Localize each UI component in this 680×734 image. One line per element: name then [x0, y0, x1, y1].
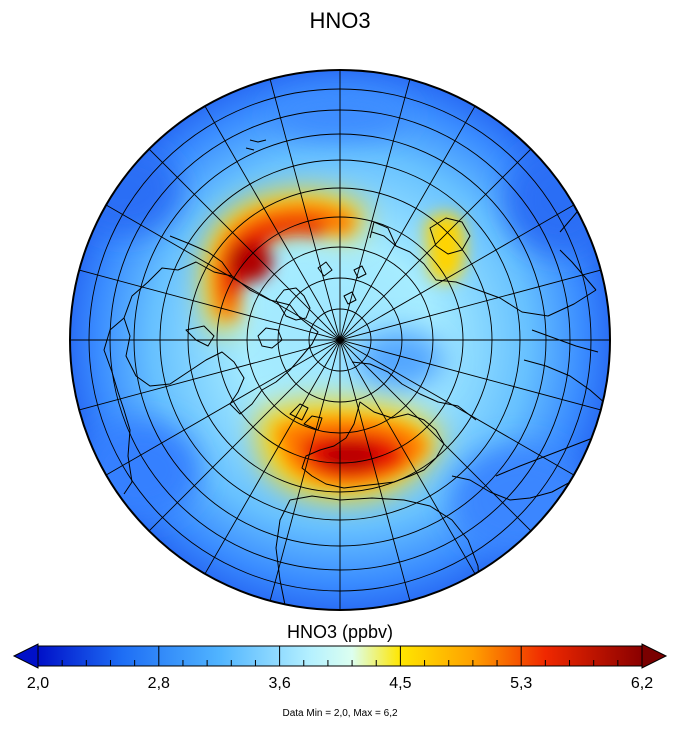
colorbar-tick-label: 2,8 — [147, 675, 170, 692]
globe-outline — [69, 69, 611, 611]
colorbar-tick-label: 5,3 — [510, 675, 533, 692]
coastlines — [103, 139, 607, 610]
meridian-line — [79, 269, 601, 411]
colorbar-min-arrow — [12, 643, 39, 669]
colorbar — [12, 643, 668, 669]
map-title: HNO3 — [309, 8, 371, 33]
colorbar-title: HNO3 (ppbv) — [286, 622, 394, 642]
data-range-note: Data Min = 2,0, Max = 6,2 — [282, 708, 398, 719]
colorbar-max-arrow — [641, 643, 668, 669]
colorbar-tick-label: 4,5 — [389, 675, 412, 692]
colorbar-tick-label: 2,0 — [26, 675, 50, 692]
graticule — [70, 70, 610, 610]
colorbar-gradient — [37, 645, 643, 667]
colorbar-tick-label: 6,2 — [630, 675, 654, 692]
colorbar-tick-label: 3,6 — [268, 675, 291, 692]
